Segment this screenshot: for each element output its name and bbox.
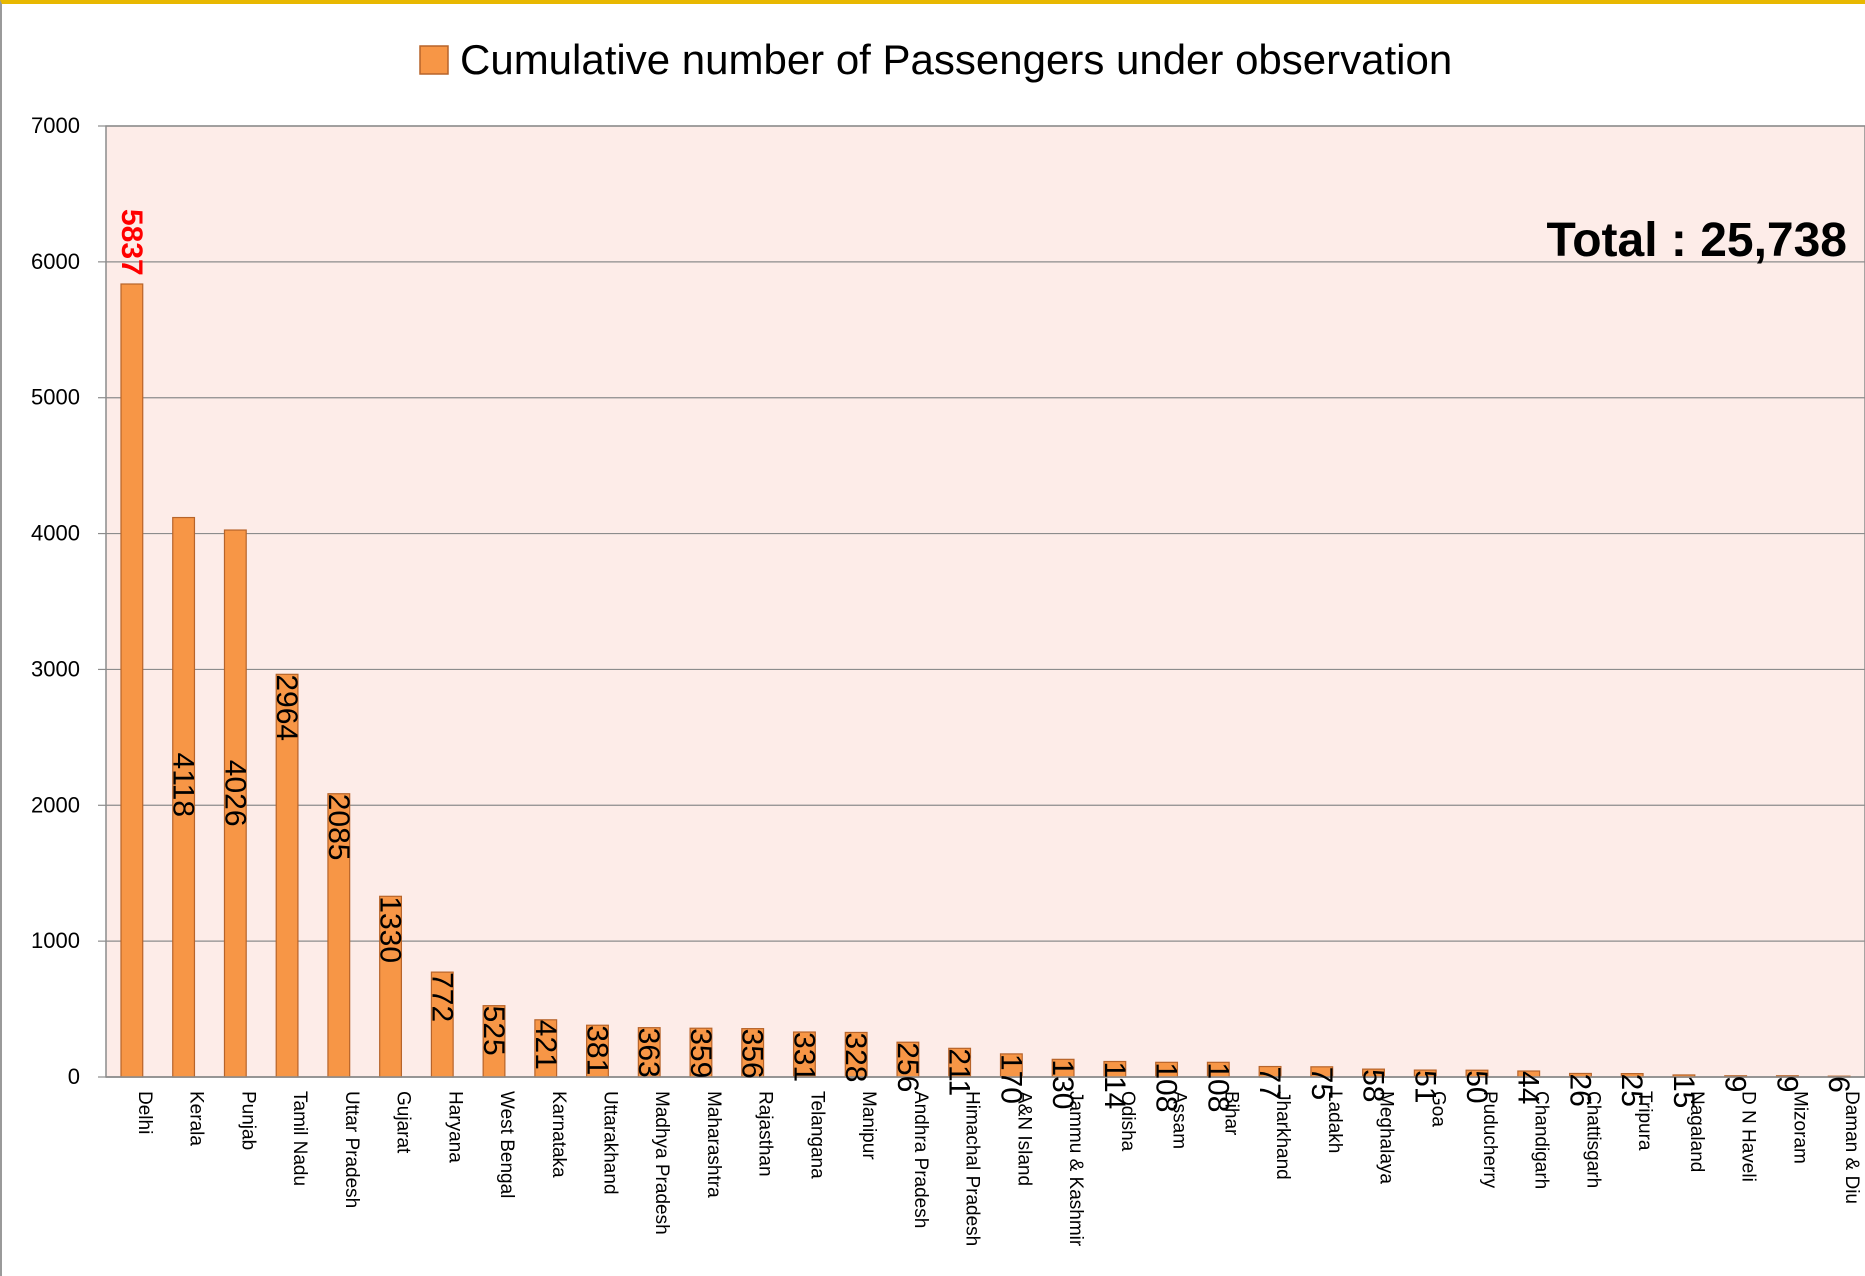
data-label: 75: [1305, 1067, 1338, 1100]
x-tick-label: Haryana: [444, 1091, 465, 1163]
x-tick-label: A&N Island: [1013, 1091, 1034, 1186]
y-axis: 0 1000 2000 3000 4000 5000 6000 7000: [31, 113, 106, 1089]
x-tick-label: Kerala: [186, 1091, 207, 1146]
data-label: 170: [994, 1054, 1027, 1104]
x-tick-label: Delhi: [134, 1091, 155, 1134]
data-label: 328: [839, 1032, 872, 1082]
x-tick-label: Nagaland: [1686, 1091, 1707, 1172]
x-tick-label: Jammu & Kashmir: [1065, 1091, 1086, 1247]
x-tick-label: Jharkhand: [1272, 1091, 1293, 1180]
bar-chart: 0 1000 2000 3000 4000 5000 6000 7000 Delhi Keral…: [31, 36, 1865, 1247]
x-tick-label: Mizoram: [1789, 1091, 1810, 1164]
data-label: 421: [529, 1020, 562, 1070]
data-label: 211: [943, 1048, 976, 1096]
data-label: 50: [1460, 1070, 1493, 1103]
data-label: 2964: [270, 674, 303, 741]
data-label: 9: [1770, 1076, 1803, 1093]
data-label: 51: [1408, 1070, 1441, 1103]
y-tick-label: 2000: [31, 792, 80, 817]
data-label: 6: [1822, 1076, 1855, 1093]
y-tick-label: 5000: [31, 385, 80, 410]
x-axis: Delhi Kerala Punjab Tamil Nadu Uttar Pradesh…: [106, 1076, 1865, 1247]
x-tick-label: Maharashtra: [703, 1091, 724, 1198]
data-label: 114: [1098, 1062, 1131, 1110]
x-tick-label: Uttar Pradesh: [341, 1091, 362, 1208]
data-label: 356: [736, 1029, 769, 1079]
x-tick-label: Uttarakhand: [599, 1091, 620, 1195]
x-tick-label: Himachal Pradesh: [962, 1091, 983, 1246]
x-tick-label: West Bengal: [496, 1091, 517, 1198]
legend-label: Cumulative number of Passengers under ob…: [460, 36, 1452, 83]
data-label: 331: [787, 1032, 820, 1082]
x-tick-label: Ladakh: [1324, 1091, 1345, 1153]
data-label: 58: [1357, 1069, 1390, 1102]
x-tick-label: Karnataka: [548, 1091, 569, 1178]
x-tick-label: D N Haveli: [1738, 1091, 1759, 1182]
data-label: 26: [1563, 1073, 1596, 1106]
y-tick-label: 1000: [31, 928, 80, 953]
x-tick-label: Meghalaya: [1376, 1091, 1397, 1184]
data-label: 15: [1667, 1075, 1700, 1108]
data-label: 363: [632, 1028, 665, 1078]
x-tick-label: Telangana: [806, 1091, 827, 1179]
x-tick-label: Tripura: [1634, 1091, 1655, 1151]
total-annotation: Total : 25,738: [1546, 214, 1847, 267]
y-tick-label: 3000: [31, 656, 80, 681]
x-tick-label: Manipur: [858, 1091, 879, 1160]
data-labels: 5837 4118 4026 2964 2085 1330 772 525 421 381 363 3…: [115, 209, 1855, 1112]
legend-swatch: [419, 45, 449, 75]
x-tick-label: Andhra Pradesh: [910, 1091, 931, 1228]
data-label: 4118: [167, 753, 200, 818]
data-label: 108: [1201, 1062, 1234, 1112]
data-label: 77: [1253, 1067, 1286, 1100]
data-label: 381: [580, 1025, 613, 1075]
x-tick-label: Puducherry: [1479, 1091, 1500, 1189]
x-tick-label: Chandigarh: [1531, 1091, 1552, 1189]
bar-0: [120, 283, 144, 1078]
x-tick-label: Daman & Diu: [1841, 1091, 1862, 1204]
plot-area: [105, 125, 1865, 1078]
x-tick-label: Tamil Nadu: [289, 1091, 310, 1186]
data-label: 2085: [322, 794, 355, 861]
x-tick-label: Bihar: [1220, 1091, 1241, 1136]
x-tick-label: Punjab: [237, 1091, 258, 1150]
x-tick-label: Odisha: [1117, 1091, 1138, 1152]
data-label: 108: [1150, 1062, 1183, 1112]
data-label: 1330: [374, 896, 407, 963]
data-label: 4026: [218, 760, 251, 827]
y-tick-label: 4000: [31, 521, 80, 546]
x-tick-label: Assam: [1169, 1091, 1190, 1149]
data-label: 772: [425, 972, 458, 1022]
y-tick-label: 0: [68, 1064, 80, 1089]
data-label: 256: [891, 1042, 924, 1092]
x-tick-label: Rajasthan: [755, 1091, 776, 1177]
data-label: 525: [477, 1006, 510, 1056]
x-tick-label: Gujarat: [393, 1091, 414, 1154]
data-label: 5837: [115, 209, 148, 276]
y-tick-label: 6000: [31, 249, 80, 274]
x-tick-label: Madhya Pradesh: [651, 1091, 672, 1235]
legend: Cumulative number of Passengers under ob…: [419, 36, 1452, 83]
data-label: 130: [1046, 1059, 1079, 1109]
x-tick-label: Goa: [1427, 1091, 1448, 1127]
x-tick-label: Chattisgarh: [1582, 1091, 1603, 1188]
data-label: 44: [1512, 1071, 1545, 1104]
data-label: 25: [1615, 1074, 1648, 1107]
data-label: 9: [1719, 1076, 1752, 1093]
y-tick-label: 7000: [31, 113, 80, 138]
data-label: 359: [684, 1028, 717, 1078]
